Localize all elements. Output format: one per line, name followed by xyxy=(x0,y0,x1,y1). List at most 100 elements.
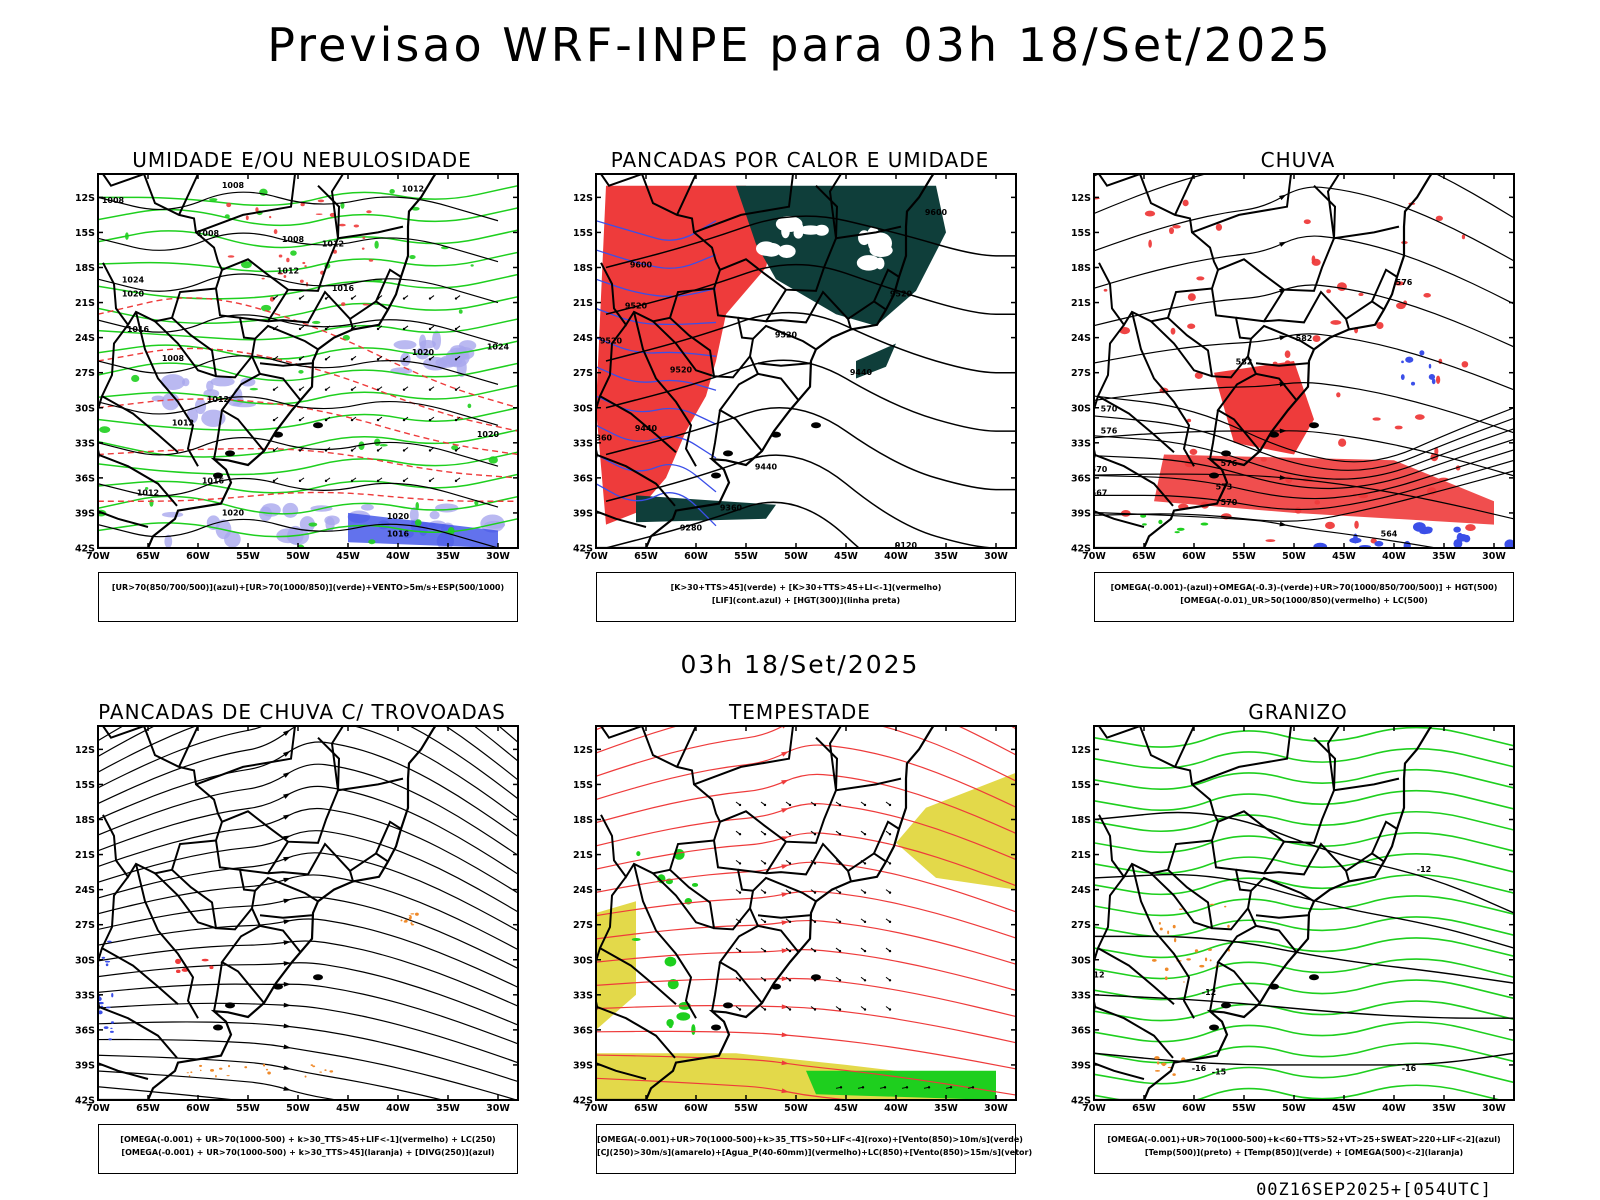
border-line xyxy=(267,290,354,330)
border-line xyxy=(1235,289,1285,323)
wind-area-green xyxy=(676,1012,691,1021)
border-line xyxy=(259,372,301,401)
streamline xyxy=(98,726,518,762)
border-line xyxy=(752,876,817,903)
wind-vector-head xyxy=(272,297,276,300)
wind-vector-head xyxy=(272,449,276,452)
humidity-area-upper xyxy=(261,503,281,517)
convective-area-teal xyxy=(856,343,896,379)
border-line xyxy=(337,777,404,792)
wind-vector-head xyxy=(272,418,276,422)
lat-tick-label: 15S xyxy=(1071,228,1091,239)
lon-tick-label: 30W xyxy=(1482,1103,1506,1114)
rain-area-red xyxy=(1326,289,1332,294)
wind-vector-head xyxy=(402,479,406,483)
rain-area-green xyxy=(1142,523,1147,526)
storm-area-orange xyxy=(210,1069,215,1072)
lon-tick-label: 45W xyxy=(1332,1103,1356,1114)
wind-vector-head xyxy=(324,479,328,483)
contour-label: 12 xyxy=(1093,970,1104,979)
border-line xyxy=(267,842,354,882)
humidity-area-upper xyxy=(160,374,186,391)
lat-tick-label: 24S xyxy=(75,333,95,344)
footer-run-info: 00Z16SEP2025+[054UTC] xyxy=(1256,1180,1492,1200)
clear-area xyxy=(814,224,829,236)
storm-area-orange xyxy=(410,913,415,915)
border-line xyxy=(1150,872,1213,930)
contour-label: 1012 xyxy=(207,395,229,404)
streamline-arrow xyxy=(1279,521,1287,527)
border-line xyxy=(1263,842,1350,882)
hail-area-orange xyxy=(1156,1061,1160,1065)
wind-vector-head xyxy=(863,803,867,807)
border-line xyxy=(1255,362,1309,367)
lake-marker xyxy=(273,431,283,438)
contour-line xyxy=(1094,1042,1514,1064)
humidity-area-low xyxy=(389,188,395,194)
border-line xyxy=(711,409,721,460)
lake-marker xyxy=(1221,450,1231,457)
lat-tick-label: 18S xyxy=(573,815,593,826)
legend-line: [OMEGA(-0.01)_UR>50(1000/850)(vermelho) … xyxy=(1180,596,1428,605)
lon-tick-label: 55W xyxy=(236,551,260,562)
lon-tick-label: 55W xyxy=(734,1103,758,1114)
wind-vector-head xyxy=(763,862,767,865)
border-line xyxy=(1131,863,1195,1019)
lat-tick-label: 24S xyxy=(573,333,593,344)
wind-vector-head xyxy=(763,979,767,982)
lake-marker xyxy=(1309,974,1319,981)
hail-area-orange xyxy=(1161,1062,1166,1067)
streamline xyxy=(98,1086,241,1100)
humidity-area-upper xyxy=(480,514,505,533)
wind-vector-head xyxy=(813,949,817,953)
lon-tick-label: 35W xyxy=(934,1103,958,1114)
streamline xyxy=(1094,284,1514,348)
lon-tick-label: 50W xyxy=(286,551,310,562)
lat-tick-label: 12S xyxy=(1071,193,1091,204)
border-line xyxy=(1167,317,1249,379)
border-line xyxy=(254,876,319,903)
rain-area-green xyxy=(1174,531,1180,534)
border-line xyxy=(1217,736,1337,844)
border-line xyxy=(1209,961,1219,1012)
streamline xyxy=(98,726,518,800)
streamline xyxy=(98,807,518,894)
border-line xyxy=(337,225,404,240)
panel-pancadas-calor: PANCADAS POR CALOR E UMIDADE 9600 9600 952… xyxy=(560,148,1040,638)
storm-area-orange xyxy=(415,912,419,916)
storm-area-orange xyxy=(310,1064,314,1066)
contour-label: -12 xyxy=(1417,865,1431,874)
coastline xyxy=(1094,726,1433,1100)
lat-tick-label: 33S xyxy=(1071,990,1091,1001)
contour-label: 1008 xyxy=(282,235,305,244)
storm-area-orange xyxy=(312,1065,316,1068)
contour-line xyxy=(98,396,499,426)
border-line xyxy=(98,453,178,507)
contour-line xyxy=(1094,831,1514,854)
wind-vector-head xyxy=(863,979,867,982)
wind-vector-head xyxy=(813,832,817,836)
rain-area-red xyxy=(1461,361,1469,368)
streamline xyxy=(98,726,518,781)
border-line xyxy=(213,409,223,460)
contour-line xyxy=(98,518,499,548)
rain-area-red xyxy=(1358,292,1364,297)
streamline-arrow xyxy=(781,1032,789,1038)
storm-area-red xyxy=(175,969,181,974)
wind-vector-head xyxy=(272,358,276,361)
contour-line xyxy=(1094,726,1514,748)
wind-vector-head xyxy=(428,327,432,331)
wind-vector-head xyxy=(888,891,892,894)
contour-line xyxy=(98,232,499,263)
legend-box: [K>30+TTS>45](verde) + [K>30+TTS>45+LI<-… xyxy=(596,572,1016,622)
contour-label: 9440 xyxy=(755,463,778,472)
border-line xyxy=(596,1005,676,1059)
contour-line xyxy=(1094,853,1514,875)
contour-line xyxy=(1094,994,1514,1019)
humidity-area-upper xyxy=(299,516,315,533)
streamline-arrow xyxy=(283,1086,291,1091)
border-line xyxy=(330,174,344,239)
lon-tick-label: 50W xyxy=(286,1103,310,1114)
contour-line xyxy=(1094,937,1514,959)
contour-label: 1012 xyxy=(277,266,299,275)
